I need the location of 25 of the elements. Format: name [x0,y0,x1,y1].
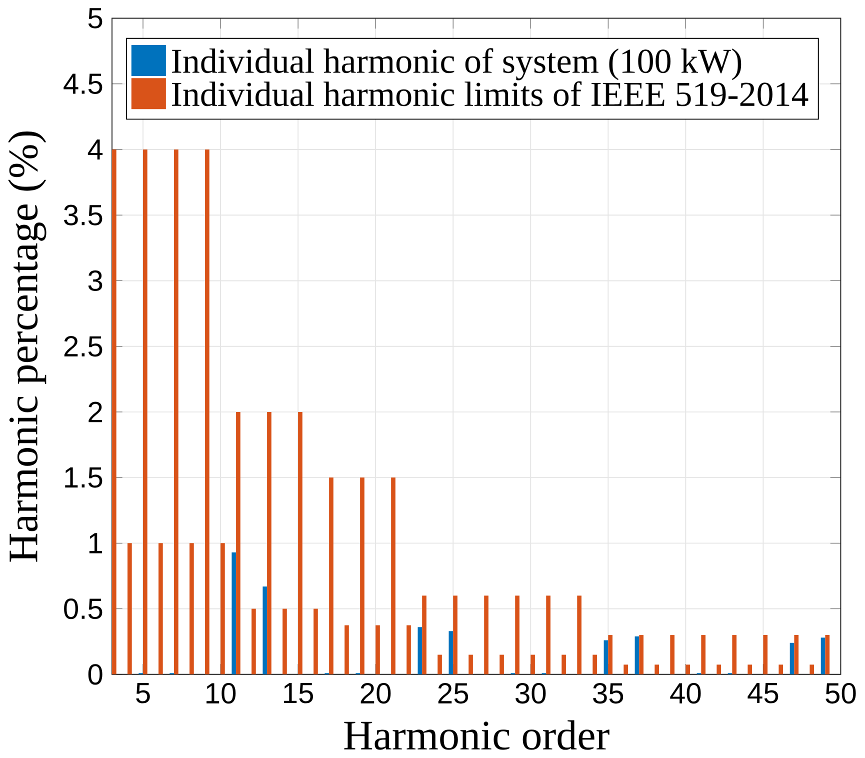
legend-label: Individual harmonic limits of IEEE 519-2014 [172,81,808,106]
x-tick-label: 25 [438,683,468,704]
x-tick-label: 45 [748,683,778,704]
y-tick-label: 4 [88,140,103,160]
y-tick-label: 2 [88,402,102,422]
y-tick-label: 4.5 [64,74,102,94]
x-tick-label: 35 [593,683,624,704]
y-tick-label: 0 [88,664,102,685]
y-axis-title: Harmonic percentage (%) [8,132,46,562]
x-tick-label: 10 [206,683,236,704]
x-tick-label: 40 [670,683,701,704]
x-tick-label: 15 [284,683,314,704]
y-tick-label: 1.5 [65,467,102,488]
x-tick-label: 5 [136,683,150,704]
x-tick-label: 30 [516,683,546,704]
x-tick-label: 50 [826,683,856,704]
y-tick-label: 3 [88,270,102,292]
x-tick-label: 20 [360,683,391,704]
x-axis-title: Harmonic order [344,720,610,750]
y-tick-label: 5 [88,8,102,28]
y-tick-label: 0.5 [64,598,102,620]
legend-label: Individual harmonic of system (100 kW) [172,48,742,80]
y-tick-label: 3.5 [64,204,102,226]
y-tick-label: 2.5 [64,336,102,357]
y-tick-label: 1 [89,533,102,554]
